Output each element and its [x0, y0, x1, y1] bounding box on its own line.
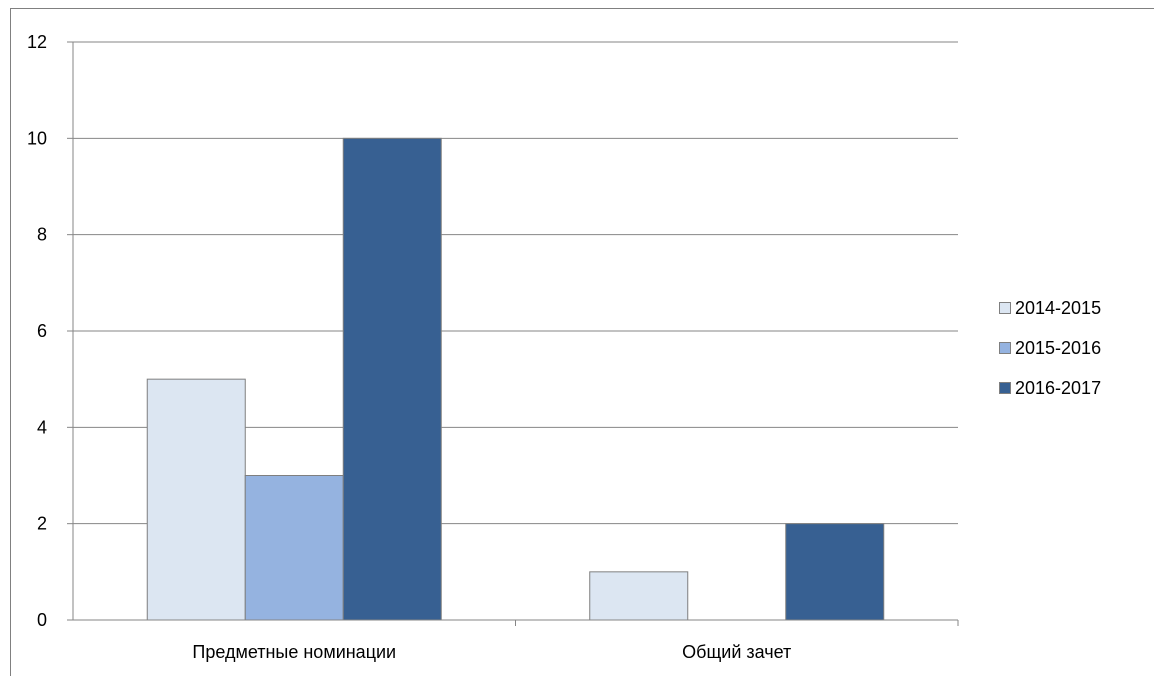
- x-tick-labels: Предметные номинации Общий зачет: [192, 642, 791, 662]
- y-tick-label: 8: [37, 225, 47, 245]
- legend: 2014-2015 2015-2016 2016-2017: [999, 288, 1101, 408]
- legend-label: 2015-2016: [1015, 337, 1102, 358]
- legend-swatch: [999, 382, 1011, 394]
- legend-label: 2016-2017: [1015, 377, 1102, 398]
- bar: [342, 137, 442, 621]
- chart-frame: [10, 8, 1154, 676]
- bar: [589, 571, 689, 621]
- legend-label: 2014-2015: [1015, 297, 1102, 318]
- bars: [146, 137, 885, 621]
- legend-swatch: [999, 302, 1011, 314]
- y-tick-label: 2: [37, 514, 47, 534]
- x-tick-label: Предметные номинации: [192, 642, 396, 662]
- y-tick-label: 6: [37, 321, 47, 341]
- legend-swatch: [999, 342, 1011, 354]
- legend-item: 2014-2015: [999, 288, 1101, 328]
- y-tick-labels: 0 2 4 6 8 10 12: [27, 32, 47, 630]
- legend-item: 2015-2016: [999, 328, 1101, 368]
- axes: [72, 42, 959, 626]
- legend-item: 2016-2017: [999, 368, 1101, 408]
- y-tick-label: 10: [27, 128, 47, 148]
- y-tick-label: 12: [27, 32, 47, 52]
- x-tick-label: Общий зачет: [682, 642, 791, 662]
- bar: [785, 523, 885, 621]
- bar: [244, 475, 344, 621]
- y-tick-label: 4: [37, 417, 47, 437]
- bar: [146, 378, 246, 621]
- y-tick-label: 0: [37, 610, 47, 630]
